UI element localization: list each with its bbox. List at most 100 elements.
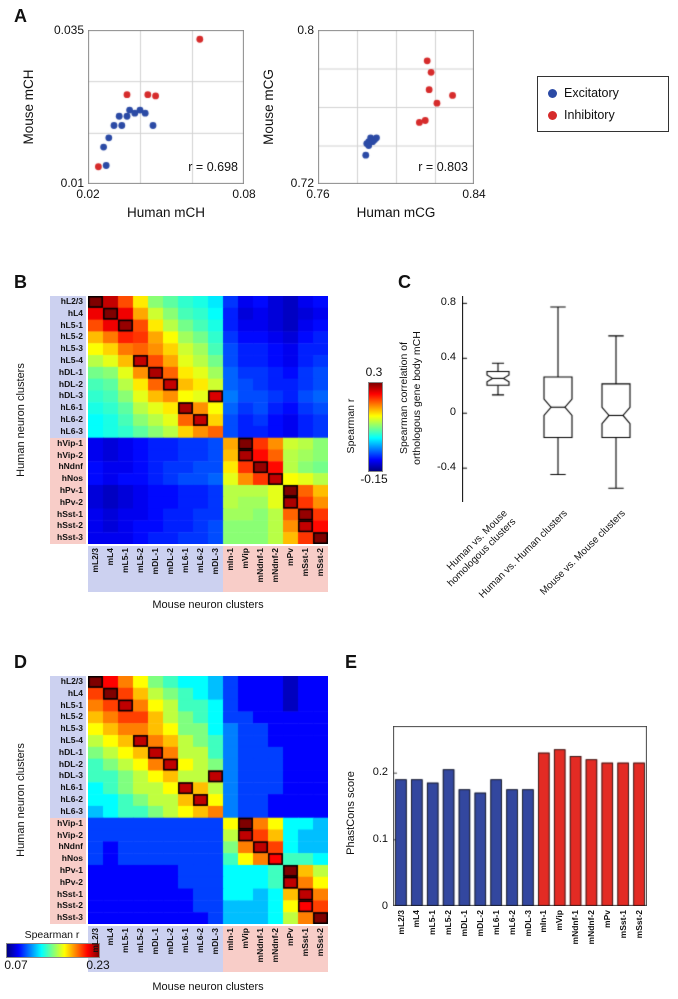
bar-label-ml5-2: mL5-2 bbox=[443, 910, 454, 936]
row-label-hsst-1: hSst-1 bbox=[57, 508, 83, 519]
scatter-mcg-xtick-min: 0.76 bbox=[306, 187, 330, 201]
legend-item-excitatory: Excitatory bbox=[548, 86, 658, 100]
bar-label-ml6-2: mL6-2 bbox=[506, 910, 517, 936]
bar-label-mdl-3: mDL-3 bbox=[522, 910, 533, 937]
row-label-hl6-1: hL6-1 bbox=[60, 402, 83, 413]
boxplot-plot bbox=[462, 296, 650, 502]
col-label-mdl-2: mDL-2 bbox=[165, 928, 175, 955]
col-label-ml6-2: mL6-2 bbox=[195, 548, 205, 574]
col-label-mdl-2: mDL-2 bbox=[165, 548, 175, 575]
boxplot-ytick-0: 0 bbox=[449, 406, 456, 419]
heatmap-b-ylabel: Human neuron clusters bbox=[15, 363, 27, 477]
row-label-hl2-3: hL2/3 bbox=[60, 676, 83, 686]
heatmap-b-xlabel: Mouse neuron clusters bbox=[152, 599, 264, 611]
bar-label-mvip: mVip bbox=[554, 910, 565, 931]
scatter-mch-xlabel: Human mCH bbox=[126, 205, 205, 220]
scatter-mcg-r-annotation: r = 0.803 bbox=[418, 160, 468, 174]
row-label-hpv-1: hPv-1 bbox=[59, 484, 83, 495]
row-label-hdl-3: hDL-3 bbox=[58, 770, 83, 781]
row-label-hl6-1: hL6-1 bbox=[60, 782, 83, 793]
col-label-min-1: mIn-1 bbox=[225, 928, 235, 951]
row-label-hsst-3: hSst-3 bbox=[57, 532, 83, 543]
row-label-hl4: hL4 bbox=[67, 307, 83, 318]
bar-label-mndnf-2: mNdnf-2 bbox=[586, 910, 596, 945]
panel-d-label: D bbox=[14, 652, 27, 672]
panel-b-label: B bbox=[14, 272, 27, 292]
panel-c-label: C bbox=[398, 272, 411, 292]
col-label-ml5-1: mL5-1 bbox=[120, 548, 130, 574]
scatter-mcg-xtick-max: 0.84 bbox=[462, 187, 486, 201]
row-label-hdl-1: hDL-1 bbox=[58, 366, 83, 377]
row-label-hsst-2: hSst-2 bbox=[57, 520, 83, 531]
row-label-hpv-1: hPv-1 bbox=[59, 864, 83, 875]
scatter-mcg-ytick-max: 0.8 bbox=[297, 23, 314, 37]
col-label-mndnf-1: mNdnf-1 bbox=[255, 928, 265, 963]
row-label-hl5-2: hL5-2 bbox=[60, 331, 83, 342]
row-label-hvip-2: hVip-2 bbox=[57, 449, 83, 460]
row-label-hvip-1: hVip-1 bbox=[57, 817, 83, 828]
heatmap-b-matrix bbox=[88, 296, 328, 544]
row-label-hl5-3: hL5-3 bbox=[60, 723, 83, 734]
col-label-ml6-1: mL6-1 bbox=[180, 548, 190, 574]
heatmap-d-xlabel: Mouse neuron clusters bbox=[152, 981, 264, 993]
legend-item-inhibitory: Inhibitory bbox=[548, 108, 658, 122]
row-label-hsst-3: hSst-3 bbox=[57, 912, 83, 923]
heatmap-d-col-strip-excitatory bbox=[88, 926, 223, 972]
boxplot-ylabel: Spearman correlation of orthologous gene… bbox=[398, 288, 426, 508]
col-label-mdl-3: mDL-3 bbox=[210, 928, 220, 955]
col-label-mdl-1: mDL-1 bbox=[150, 928, 160, 955]
col-label-ml4: mL4 bbox=[105, 548, 115, 566]
col-label-mpv: mPv bbox=[285, 928, 295, 946]
col-label-ml5-1: mL5-1 bbox=[120, 928, 130, 954]
scatter-mcg-ylabel: Mouse mCG bbox=[261, 69, 276, 145]
boxplot-ytick-0-4: -0.4 bbox=[437, 461, 456, 474]
scatter-mch-plot bbox=[88, 30, 244, 184]
scatter-mch-xtick-max: 0.08 bbox=[232, 187, 256, 201]
bar-label-mdl-2: mDL-2 bbox=[474, 910, 485, 937]
row-label-hvip-1: hVip-1 bbox=[57, 437, 83, 448]
row-label-hndnf: hNdnf bbox=[58, 841, 83, 852]
boxplot-ylabel-line1: Spearman correlation of bbox=[398, 341, 410, 455]
col-label-mdl-3: mDL-3 bbox=[210, 548, 220, 575]
legend: Excitatory Inhibitory bbox=[537, 76, 669, 132]
boxplot-ytick-0-8: 0.8 bbox=[440, 296, 456, 309]
col-label-ml2-3: mL2/3 bbox=[90, 548, 100, 573]
heatmap-d-colorbar bbox=[6, 943, 100, 958]
row-label-hl4: hL4 bbox=[67, 687, 83, 698]
boxplot-ytick-0-4: 0.4 bbox=[440, 351, 456, 364]
barplot-ylabel: PhastCons score bbox=[345, 771, 357, 855]
col-label-ml6-1: mL6-1 bbox=[180, 928, 190, 954]
scatter-mcg-plot bbox=[318, 30, 474, 184]
row-label-hnos: hNos bbox=[61, 473, 83, 484]
barplot-ytick-0: 0 bbox=[381, 899, 388, 912]
scatter-mch-ytick-min: 0.01 bbox=[60, 176, 84, 190]
row-label-hnos: hNos bbox=[61, 853, 83, 864]
excitatory-dot-icon bbox=[548, 88, 557, 98]
barplot-ytick-0-2: 0.2 bbox=[372, 766, 388, 779]
row-label-hdl-3: hDL-3 bbox=[58, 390, 83, 401]
row-label-hl6-2: hL6-2 bbox=[60, 414, 83, 425]
heatmap-b-col-strip-inhibitory bbox=[223, 546, 328, 592]
heatmap-d-colorbar-max: 0.23 bbox=[86, 958, 110, 972]
col-label-msst-2: mSst-2 bbox=[315, 548, 325, 577]
row-label-hdl-2: hDL-2 bbox=[58, 758, 83, 769]
panel-e-label: E bbox=[345, 652, 358, 672]
row-label-hl5-1: hL5-1 bbox=[60, 699, 83, 710]
bar-label-ml6-1: mL6-1 bbox=[490, 910, 501, 936]
heatmap-b-colorbar-label: Spearman r bbox=[345, 398, 357, 454]
heatmap-b-row-strip-excitatory bbox=[50, 296, 86, 438]
row-label-hndnf: hNdnf bbox=[58, 461, 83, 472]
row-label-hl6-2: hL6-2 bbox=[60, 794, 83, 805]
heatmap-b-colorbar-max: 0.3 bbox=[365, 365, 383, 379]
inhibitory-dot-icon bbox=[548, 110, 557, 120]
row-label-hsst-2: hSst-2 bbox=[57, 900, 83, 911]
heatmap-b-colorbar-min: -0.15 bbox=[360, 472, 388, 486]
scatter-mcg-ytick-min: 0.72 bbox=[290, 176, 314, 190]
col-label-mndnf-2: mNdnf-2 bbox=[270, 548, 280, 583]
col-label-msst-1: mSst-1 bbox=[300, 548, 310, 577]
col-label-min-1: mIn-1 bbox=[225, 548, 235, 571]
col-label-msst-2: mSst-2 bbox=[315, 928, 325, 957]
col-label-msst-1: mSst-1 bbox=[300, 928, 310, 957]
heatmap-d-row-strip-inhibitory bbox=[50, 818, 86, 924]
barplot-ytick-0-1: 0.1 bbox=[372, 832, 388, 845]
